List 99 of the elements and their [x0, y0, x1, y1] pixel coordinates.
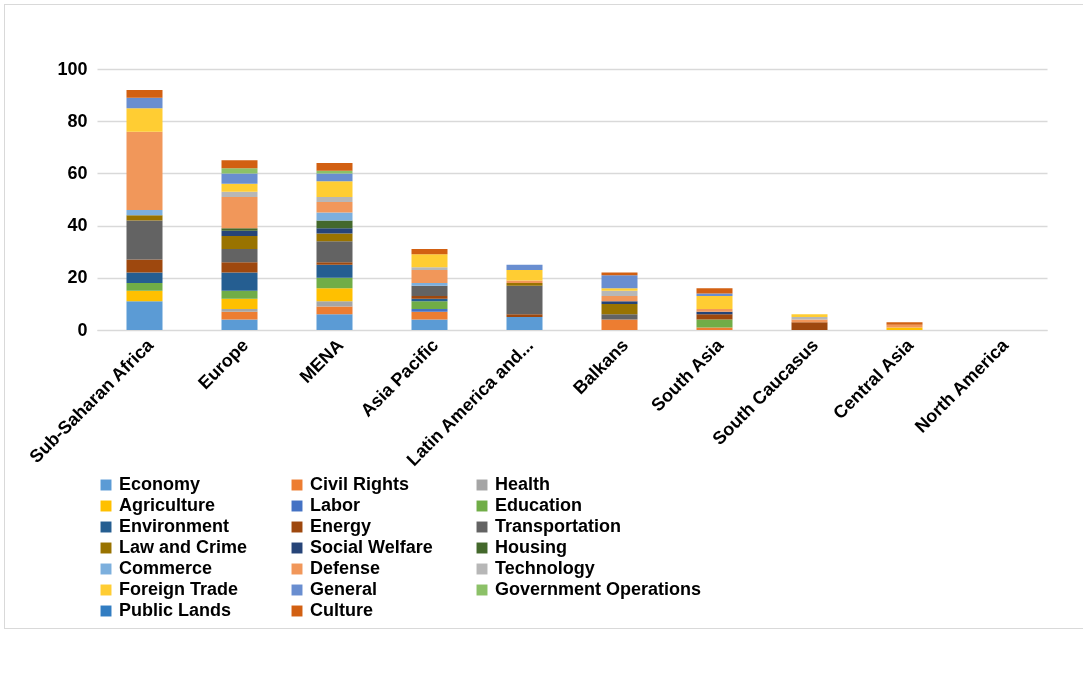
bar: [316, 228, 353, 234]
bar: [126, 97, 163, 109]
legend-label: Civil Rights: [310, 474, 410, 494]
bar: [411, 254, 448, 268]
legend-label: Technology: [495, 558, 595, 578]
bar: [316, 196, 353, 203]
y-tick-label: 0: [77, 319, 88, 340]
bar: [411, 319, 448, 330]
bar: [316, 301, 353, 307]
bar: [126, 215, 163, 221]
bar: [696, 293, 733, 297]
bar: [791, 322, 828, 330]
bar: [221, 298, 258, 310]
legend-label: Energy: [310, 516, 372, 536]
bar: [221, 272, 258, 291]
bar: [506, 264, 543, 270]
bar: [411, 309, 448, 312]
bar: [411, 311, 448, 320]
bar: [316, 277, 353, 289]
bar: [126, 283, 163, 291]
bar: [316, 202, 353, 213]
bar: [221, 290, 258, 299]
bar: [506, 285, 543, 315]
bar: [221, 230, 258, 237]
bar: [126, 108, 163, 132]
bar: [221, 228, 258, 231]
bar: [221, 160, 258, 169]
legend-label: Public Lands: [119, 600, 232, 620]
legend-label: Housing: [495, 537, 567, 557]
bar: [221, 249, 258, 263]
bar: [696, 296, 733, 310]
bar: [506, 314, 543, 317]
legend-label: General: [310, 579, 378, 599]
bar: [221, 183, 258, 192]
legend-label: Labor: [310, 495, 361, 515]
bar: [126, 89, 163, 98]
bar: [221, 311, 258, 320]
bar: [601, 296, 638, 302]
bar: [411, 269, 448, 284]
bar: [126, 259, 163, 273]
legend-label: Health: [495, 474, 551, 494]
legend-label: Law and Crime: [119, 537, 248, 557]
bar: [601, 319, 638, 330]
bar: [126, 272, 163, 284]
y-tick-label: 60: [67, 162, 88, 183]
bar: [221, 262, 258, 273]
legend-label: Education: [495, 495, 583, 515]
bar: [316, 220, 353, 229]
legend-label: Transportation: [495, 516, 622, 536]
bar: [601, 290, 638, 297]
bar: [221, 191, 258, 197]
bar: [601, 275, 638, 289]
bar: [126, 290, 163, 302]
bar: [601, 288, 638, 291]
legend-label: Government Operations: [495, 579, 702, 599]
legend-label: Social Welfare: [310, 537, 433, 557]
bar: [696, 327, 733, 330]
bar: [316, 264, 353, 278]
bar: [126, 131, 163, 210]
bar: [316, 262, 353, 265]
legend-label: Agriculture: [119, 495, 216, 515]
bar: [221, 173, 258, 184]
bar: [221, 236, 258, 250]
bar: [126, 209, 163, 216]
bar: [696, 288, 733, 294]
y-tick-label: 40: [67, 215, 88, 236]
bar: [316, 233, 353, 242]
legend-label: Culture: [310, 600, 373, 620]
legend-label: Defense: [310, 558, 381, 578]
bar: [411, 285, 448, 297]
bar: [601, 314, 638, 320]
bar: [221, 196, 258, 229]
legend-label: Economy: [119, 474, 201, 494]
bar: [126, 301, 163, 330]
bar: [411, 283, 448, 286]
bar: [506, 269, 543, 281]
legend-label: Environment: [119, 516, 230, 536]
bar: [221, 319, 258, 330]
bar: [696, 314, 733, 320]
bar: [316, 288, 353, 302]
bar: [411, 301, 448, 310]
y-tick-label: 80: [67, 110, 88, 131]
bar: [316, 181, 353, 197]
bar: [601, 303, 638, 315]
bar: [411, 249, 448, 255]
bar: [316, 162, 353, 171]
bar: [221, 309, 258, 312]
bar: [221, 168, 258, 174]
bar: [411, 267, 448, 270]
bar: [506, 316, 543, 330]
legend-label: Commerce: [119, 558, 213, 578]
bar: [601, 301, 638, 304]
bar: [126, 220, 163, 260]
bar: [316, 241, 353, 263]
bar: [316, 173, 353, 182]
y-tick-label: 20: [67, 267, 88, 288]
legend-label: Foreign Trade: [119, 579, 239, 599]
y-tick-label: 100: [57, 58, 88, 79]
bar: [316, 314, 353, 330]
